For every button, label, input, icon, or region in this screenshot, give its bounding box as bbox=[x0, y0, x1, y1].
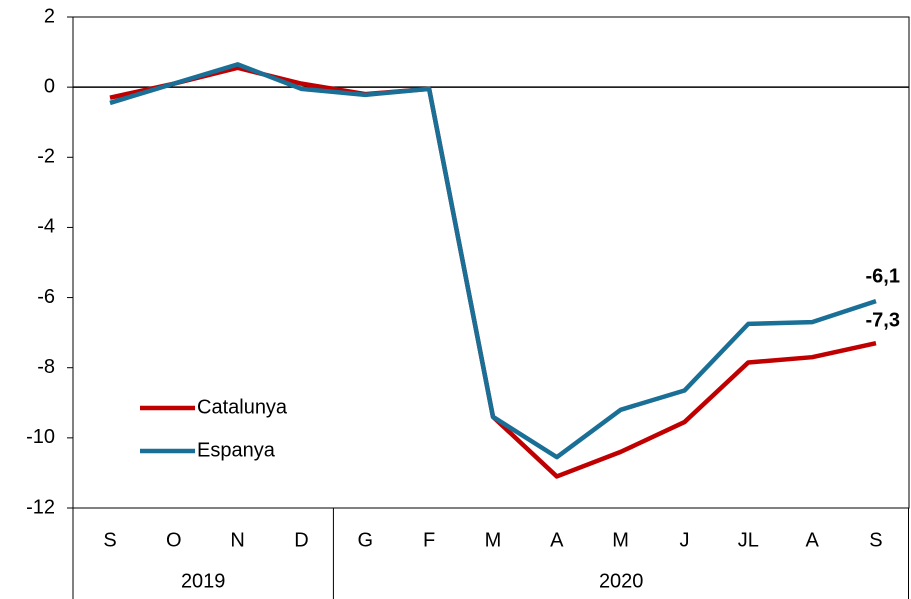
x-tick-label: A bbox=[805, 529, 819, 551]
y-tick-label: 0 bbox=[44, 75, 55, 97]
y-tick-label: -8 bbox=[37, 356, 55, 378]
legend-label: Catalunya bbox=[197, 396, 288, 418]
value-label: -7,3 bbox=[865, 309, 899, 331]
x-tick-label: O bbox=[166, 529, 182, 551]
y-tick-label: -10 bbox=[26, 426, 55, 448]
x-tick-label: S bbox=[869, 529, 882, 551]
plot-area bbox=[72, 16, 910, 509]
y-tick-label: -6 bbox=[37, 286, 55, 308]
y-tick-label: 2 bbox=[44, 5, 55, 27]
series-line bbox=[109, 62, 877, 460]
legend-label: Espanya bbox=[197, 439, 276, 461]
y-tick-label: -12 bbox=[26, 496, 55, 518]
y-tick-label: -2 bbox=[37, 146, 55, 168]
x-tick-label: G bbox=[358, 529, 374, 551]
value-label: -6,1 bbox=[865, 265, 899, 287]
x-tick-label: N bbox=[230, 529, 244, 551]
x-tick-label: S bbox=[103, 529, 116, 551]
x-tick-label: M bbox=[612, 529, 629, 551]
x-tick-label: J bbox=[679, 529, 689, 551]
x-tick-label: A bbox=[550, 529, 564, 551]
x-tick-label: F bbox=[423, 529, 435, 551]
x-tick-label: M bbox=[485, 529, 502, 551]
year-label: 2019 bbox=[181, 570, 226, 592]
year-label: 2020 bbox=[599, 570, 644, 592]
x-tick-label: JL bbox=[738, 529, 759, 551]
x-tick-label: D bbox=[294, 529, 308, 551]
y-tick-label: -4 bbox=[37, 216, 55, 238]
